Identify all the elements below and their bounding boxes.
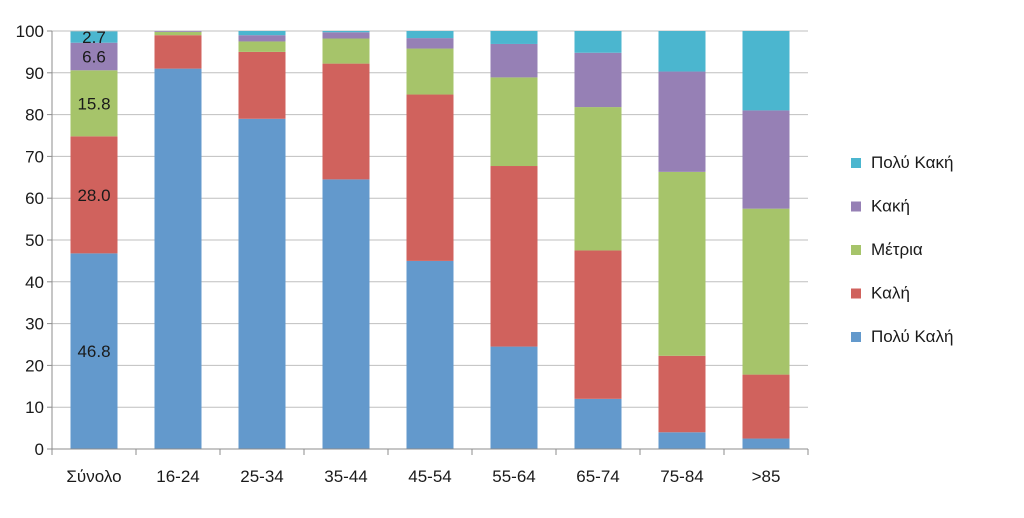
y-tick-label: 90 [25, 64, 44, 83]
bar-segment [238, 51, 286, 119]
bar-segment [490, 166, 538, 347]
bar-segment [154, 31, 202, 36]
bar-segment [238, 118, 286, 449]
data-labels: 46.8 28.0 15.8 6.62.7 [77, 28, 110, 361]
bars [70, 31, 790, 450]
x-tick-label: Σύνολο [66, 467, 121, 486]
bar-segment [742, 438, 790, 449]
bar-segment [70, 136, 118, 254]
x-tick-label: 35-44 [324, 467, 367, 486]
bar-segment [490, 346, 538, 449]
bar-segment [406, 94, 454, 261]
bar-segment [154, 31, 202, 32]
data-label: 15.8 [77, 94, 110, 113]
x-tick-label: 45-54 [408, 467, 451, 486]
data-label: 28.0 [77, 186, 110, 205]
legend-label: Μέτρια [871, 240, 923, 259]
legend-label: Πολύ Καλή [871, 327, 953, 346]
bar-segment [70, 70, 118, 137]
bar-segment [406, 38, 454, 49]
bar-segment [406, 48, 454, 95]
y-tick-label: 30 [25, 315, 44, 334]
data-label: 46.8 [77, 342, 110, 361]
bar-segment [322, 63, 370, 180]
bar-segment [490, 77, 538, 167]
bar-segment [658, 171, 706, 356]
legend-label: Καλή [871, 284, 910, 303]
data-label: 2.7 [82, 28, 106, 47]
bar-segment [658, 355, 706, 433]
y-tick-label: 40 [25, 273, 44, 292]
x-tick-label: 55-64 [492, 467, 535, 486]
bar-segment [322, 38, 370, 64]
x-tick-label: 16-24 [156, 467, 199, 486]
bar-segment [406, 31, 454, 39]
legend-swatch [851, 201, 861, 212]
bar-segment [742, 110, 790, 209]
legend-swatch [851, 158, 861, 168]
y-tick-label: 70 [25, 147, 44, 166]
data-label: 6.6 [82, 47, 106, 66]
y-tick-label: 80 [25, 106, 44, 125]
bar-segment [574, 52, 622, 108]
bar-segment [658, 71, 706, 172]
bar-segment [238, 41, 286, 52]
bar-segment [742, 374, 790, 439]
bar-segment [490, 43, 538, 78]
y-tick-label: 10 [25, 398, 44, 417]
x-tick-label: 65-74 [576, 467, 619, 486]
bar-segment [70, 42, 118, 71]
y-tick-label: 100 [16, 22, 44, 41]
bar-segment [154, 35, 202, 69]
bar-segment [574, 107, 622, 251]
bar-segment [406, 260, 454, 449]
bar-segment [742, 208, 790, 375]
bar-segment [742, 31, 790, 111]
bar-segment [70, 31, 118, 43]
x-tick-label: 75-84 [660, 467, 703, 486]
bar-segment [238, 35, 286, 42]
bar-segment [238, 31, 286, 36]
bar-segment [70, 253, 118, 449]
y-tick-label: 60 [25, 189, 44, 208]
legend-label: Πολύ Κακή [871, 153, 953, 172]
bar-segment [322, 31, 370, 33]
y-tick-label: 50 [25, 231, 44, 250]
y-tick-label: 0 [35, 440, 44, 459]
legend-swatch [851, 245, 861, 255]
bar-segment [154, 68, 202, 450]
bar-segment [658, 31, 706, 72]
legend-swatch [851, 288, 861, 299]
legend-swatch [851, 332, 861, 342]
legend: Πολύ Κακή Κακή Μέτρια Καλή Πολύ Καλή [851, 153, 953, 346]
axes: 0 10 20 30 40 50 60 70 80 90 100 Σύνολο 16-24 25-34 35… [16, 22, 809, 486]
x-tick-label: 25-34 [240, 467, 283, 486]
bar-segment [574, 250, 622, 399]
legend-label: Κακή [871, 197, 910, 216]
bar-segment [574, 398, 622, 449]
bar-segment [322, 32, 370, 39]
x-tick-label: >85 [752, 467, 781, 486]
bar-segment [574, 31, 622, 53]
bar-segment [322, 179, 370, 449]
bar-segment [490, 31, 538, 44]
bar-segment [658, 432, 706, 449]
y-tick-label: 20 [25, 356, 44, 375]
